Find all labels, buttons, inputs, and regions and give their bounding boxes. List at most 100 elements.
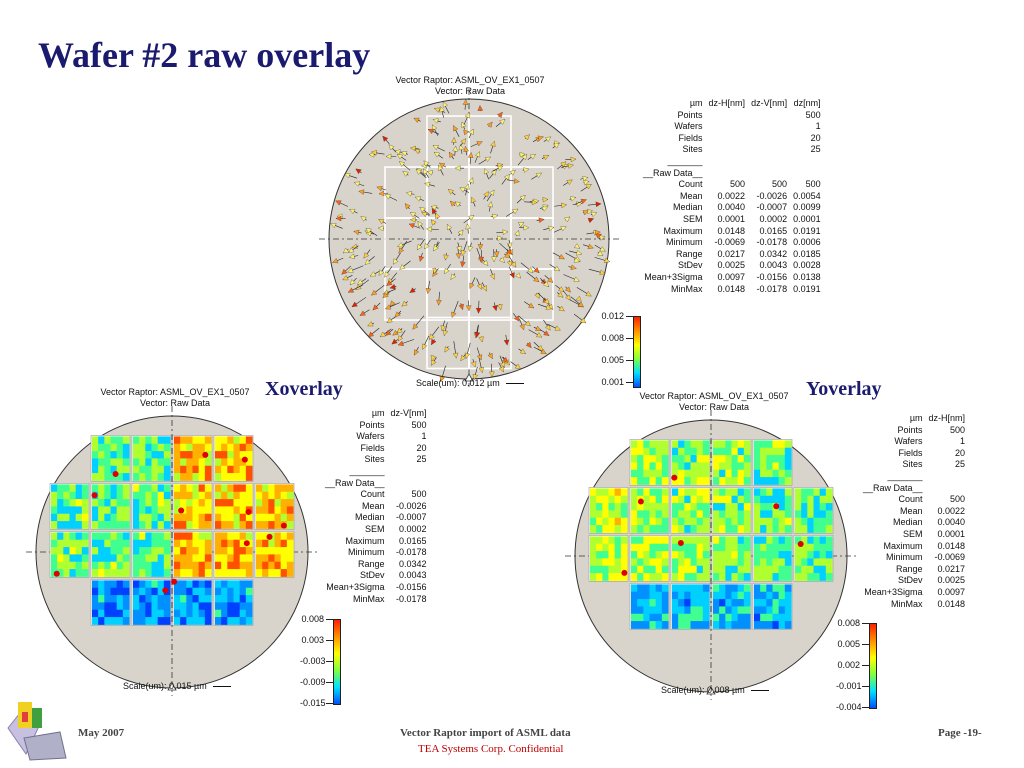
xoverlay-colorbar-gradient (333, 619, 341, 705)
stats-label: Mean+3Sigma (864, 586, 923, 597)
stats-value: 25 (416, 454, 427, 465)
stats-label: MinMax (671, 283, 703, 294)
colorbar-tick-label: -0.009 (300, 677, 334, 687)
colorbar-tick-label: 0.008 (601, 333, 634, 343)
stats-row: Fields 20 (322, 443, 430, 455)
stats-value: 0.0022 (937, 505, 966, 516)
xoverlay-label: Xoverlay (265, 378, 343, 400)
stats-value: 20 (810, 132, 821, 143)
colorbar-tick-label: 0.001 (601, 377, 634, 387)
stats-label: Median (893, 517, 923, 528)
stats-value: -0.0007 (396, 512, 427, 523)
xoverlay-scale: Scale(um): 0.015 µm (123, 681, 231, 691)
stats-value (706, 133, 749, 145)
stats-row: SEM 0.0002 (322, 524, 430, 536)
stats-label: Wafers (674, 121, 703, 132)
stats-row: Maximum 0.0148 (860, 541, 968, 553)
stats-label: Range (896, 563, 923, 574)
stats-row: Sites 25 (640, 144, 824, 156)
stats-row: StDev 0.0043 (322, 570, 430, 582)
stats-label: Minimum (348, 547, 385, 558)
stats-value: 0.0040 (937, 517, 966, 528)
xoverlay-stats-table: µm dz-V[nm] Points 500 Wafers 1 Fields 20 Sites 2… (322, 408, 430, 605)
stats-value (706, 121, 749, 133)
stats-value (706, 110, 749, 122)
stats-value: 0.0043 (759, 260, 788, 271)
stats-row: Wafers 1 (860, 436, 968, 448)
stats-row: Range 0.0342 (322, 559, 430, 571)
stats-value: 1 (960, 436, 966, 447)
stats-label: Fields (678, 132, 703, 143)
stats-value: 0.0001 (937, 528, 966, 539)
stats-value (706, 144, 749, 156)
stats-value (748, 121, 790, 133)
stats-section-title: __Raw Data__ (643, 167, 703, 178)
stats-value: 20 (955, 447, 966, 458)
stats-header-cell: µm (689, 98, 703, 108)
stats-value: 0.0099 (793, 202, 821, 213)
stats-row: Mean+3Sigma 0.0097 (860, 587, 968, 599)
stats-label: Mean+3Sigma (644, 271, 703, 282)
stats-row: Minimum -0.0178 (322, 547, 430, 559)
stats-row: Count 500 (860, 494, 968, 506)
stats-label: Sites (682, 144, 703, 155)
stats-row: MinMax 0.0148 -0.0178 0.0191 (640, 284, 824, 296)
yoverlay-scale: Scale(um): 0.008 µm (661, 685, 769, 695)
stats-value: 0.0191 (793, 225, 821, 236)
stats-row: MinMax -0.0178 (322, 594, 430, 606)
stats-value: 0.0148 (717, 225, 746, 236)
stats-value: 0.0028 (793, 260, 821, 271)
stats-row: SEM 0.0001 (860, 529, 968, 541)
stats-value: 0.0002 (399, 523, 427, 534)
stats-value: 0.0148 (937, 540, 966, 551)
stats-value: 500 (950, 424, 966, 435)
xoverlay-wafer-map-disk (35, 415, 309, 689)
colorbar-tick-label: 0.005 (837, 639, 870, 649)
stats-row: Points 500 (640, 110, 824, 122)
stats-value: 0.0006 (793, 237, 821, 248)
stats-label: Mean (362, 500, 385, 511)
colorbar-tick-label: 0.008 (301, 614, 334, 624)
stats-label: Fields (360, 442, 385, 453)
stats-header-cell: dz[nm] (793, 98, 821, 108)
stats-header-cell: µm (909, 413, 923, 423)
stats-label: Points (359, 419, 385, 430)
stats-section-title: __Raw Data__ (325, 477, 385, 488)
stats-row: Maximum 0.0165 (322, 536, 430, 548)
vector-colorbar-gradient (633, 316, 641, 388)
stats-value: 500 (805, 109, 821, 120)
stats-value: 25 (955, 459, 966, 470)
stats-label: StDev (678, 260, 703, 271)
stats-value: 0.0185 (793, 248, 821, 259)
stats-row: Range 0.0217 (860, 564, 968, 576)
stats-label: Fields (898, 447, 923, 458)
stats-row: Mean+3Sigma -0.0156 (322, 582, 430, 594)
colorbar-tick-label: 0.003 (301, 635, 334, 645)
stats-label: MinMax (891, 598, 923, 609)
stats-row: Count 500 500 500 (640, 179, 824, 191)
yoverlay-scale-label: Scale(um): 0.008 µm (661, 685, 745, 695)
stats-label: MinMax (353, 593, 385, 604)
stats-value: -0.0178 (396, 593, 427, 604)
stats-section-rule: _______ (887, 470, 923, 481)
stats-value: -0.0069 (934, 552, 966, 563)
stats-row: Mean 0.0022 -0.0026 0.0054 (640, 191, 824, 203)
colorbar-tick-label: 0.002 (837, 660, 870, 670)
stats-label: Sites (364, 454, 385, 465)
stats-header-cell: dz-V[nm] (390, 408, 427, 418)
stats-row: Points 500 (860, 425, 968, 437)
stats-value: 0.0002 (759, 213, 788, 224)
vector-plot-title-1: Vector Raptor: ASML_OV_EX1_0507 (395, 75, 545, 85)
stats-value: 0.0040 (717, 202, 746, 213)
stats-row: Wafers 1 (322, 431, 430, 443)
stats-row: Fields 20 (640, 133, 824, 145)
stats-value (748, 133, 790, 145)
stats-label: StDev (898, 575, 923, 586)
stats-value: 20 (416, 442, 427, 453)
stats-value: 0.0165 (759, 225, 788, 236)
yoverlay-stats-table: µm dz-H[nm] Points 500 Wafers 1 Fields 20 Sites 2… (860, 413, 968, 610)
colorbar-tick-label: -0.015 (300, 698, 334, 708)
yoverlay-colorbar-gradient (869, 623, 877, 709)
stats-label: Median (673, 202, 703, 213)
stats-row: MinMax 0.0148 (860, 599, 968, 611)
